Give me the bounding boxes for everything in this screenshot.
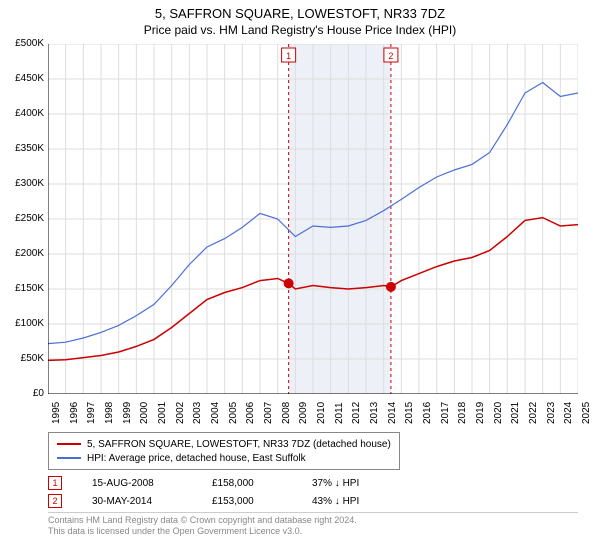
x-tick-label: 2013 [369,402,380,424]
x-tick-label: 2019 [475,402,486,424]
chart-area: £0£50K£100K£150K£200K£250K£300K£350K£400… [48,44,578,394]
chart-container: 5, SAFFRON SQUARE, LOWESTOFT, NR33 7DZ P… [0,0,600,560]
x-tick-label: 2021 [510,402,521,424]
x-tick-label: 2011 [334,402,345,424]
x-tick-label: 2020 [493,402,504,424]
svg-text:1: 1 [286,51,291,61]
x-tick-label: 2007 [263,402,274,424]
footer-divider [48,512,578,513]
y-tick-label: £300K [4,178,44,189]
transaction-row: 2 30-MAY-2014 £153,000 43% ↓ HPI [48,492,359,510]
y-tick-label: £0 [4,388,44,399]
x-tick-label: 2006 [245,402,256,424]
footer-line-1: Contains HM Land Registry data © Crown c… [48,515,357,526]
transaction-date: 30-MAY-2014 [92,496,182,507]
x-tick-label: 2000 [139,402,150,424]
x-tick-label: 2023 [546,402,557,424]
x-tick-label: 1995 [51,402,62,424]
transaction-badge: 2 [48,494,62,508]
y-tick-label: £500K [4,38,44,49]
transaction-delta: 37% ↓ HPI [312,478,359,489]
y-axis: £0 £50K £100K £150K £200K £250K £300K £350K £400… [4,38,44,398]
transaction-delta: 43% ↓ HPI [312,496,359,507]
x-tick-label: 1998 [104,402,115,424]
y-tick-label: £350K [4,143,44,154]
legend-label: 5, SAFFRON SQUARE, LOWESTOFT, NR33 7DZ (… [87,439,391,450]
x-tick-label: 2009 [298,402,309,424]
x-tick-label: 2014 [387,402,398,424]
x-tick-label: 1997 [86,402,97,424]
y-tick-label: £100K [4,318,44,329]
legend-item: HPI: Average price, detached house, East… [57,451,391,465]
footer-line-2: This data is licensed under the Open Gov… [48,526,357,537]
plot-svg: 12 [48,44,578,394]
x-tick-label: 2024 [563,402,574,424]
legend: 5, SAFFRON SQUARE, LOWESTOFT, NR33 7DZ (… [48,432,400,470]
legend-swatch [57,443,81,445]
x-tick-label: 2010 [316,402,327,424]
x-tick-label: 1996 [69,402,80,424]
x-tick-label: 2003 [192,402,203,424]
svg-text:2: 2 [388,51,393,61]
x-tick-label: 2012 [351,402,362,424]
x-tick-label: 2018 [457,402,468,424]
transaction-badge: 1 [48,476,62,490]
footer-text: Contains HM Land Registry data © Crown c… [48,515,357,537]
x-tick-label: 2022 [528,402,539,424]
x-tick-label: 2017 [440,402,451,424]
x-tick-label: 2005 [228,402,239,424]
legend-label: HPI: Average price, detached house, East… [87,453,306,464]
x-tick-label: 2004 [210,402,221,424]
x-axis: 1995 1996 1997 1998 1999 2000 2001 2002 2003 2004… [48,394,578,428]
transaction-price: £153,000 [212,496,282,507]
y-tick-label: £200K [4,248,44,259]
x-tick-label: 2008 [281,402,292,424]
transaction-row: 1 15-AUG-2008 £158,000 37% ↓ HPI [48,474,359,492]
chart-subtitle: Price paid vs. HM Land Registry's House … [0,21,600,41]
x-tick-label: 2015 [404,402,415,424]
legend-swatch [57,457,81,459]
y-tick-label: £450K [4,73,44,84]
x-tick-label: 2002 [175,402,186,424]
transaction-price: £158,000 [212,478,282,489]
y-tick-label: £250K [4,213,44,224]
y-tick-label: £50K [4,353,44,364]
x-tick-label: 2016 [422,402,433,424]
x-tick-label: 2001 [157,402,168,424]
transaction-date: 15-AUG-2008 [92,478,182,489]
y-tick-label: £150K [4,283,44,294]
chart-title: 5, SAFFRON SQUARE, LOWESTOFT, NR33 7DZ [0,0,600,21]
legend-item: 5, SAFFRON SQUARE, LOWESTOFT, NR33 7DZ (… [57,437,391,451]
x-tick-label: 1999 [122,402,133,424]
transactions-table: 1 15-AUG-2008 £158,000 37% ↓ HPI 2 30-MAY-201… [48,474,359,510]
y-tick-label: £400K [4,108,44,119]
x-tick-label: 2025 [581,402,592,424]
